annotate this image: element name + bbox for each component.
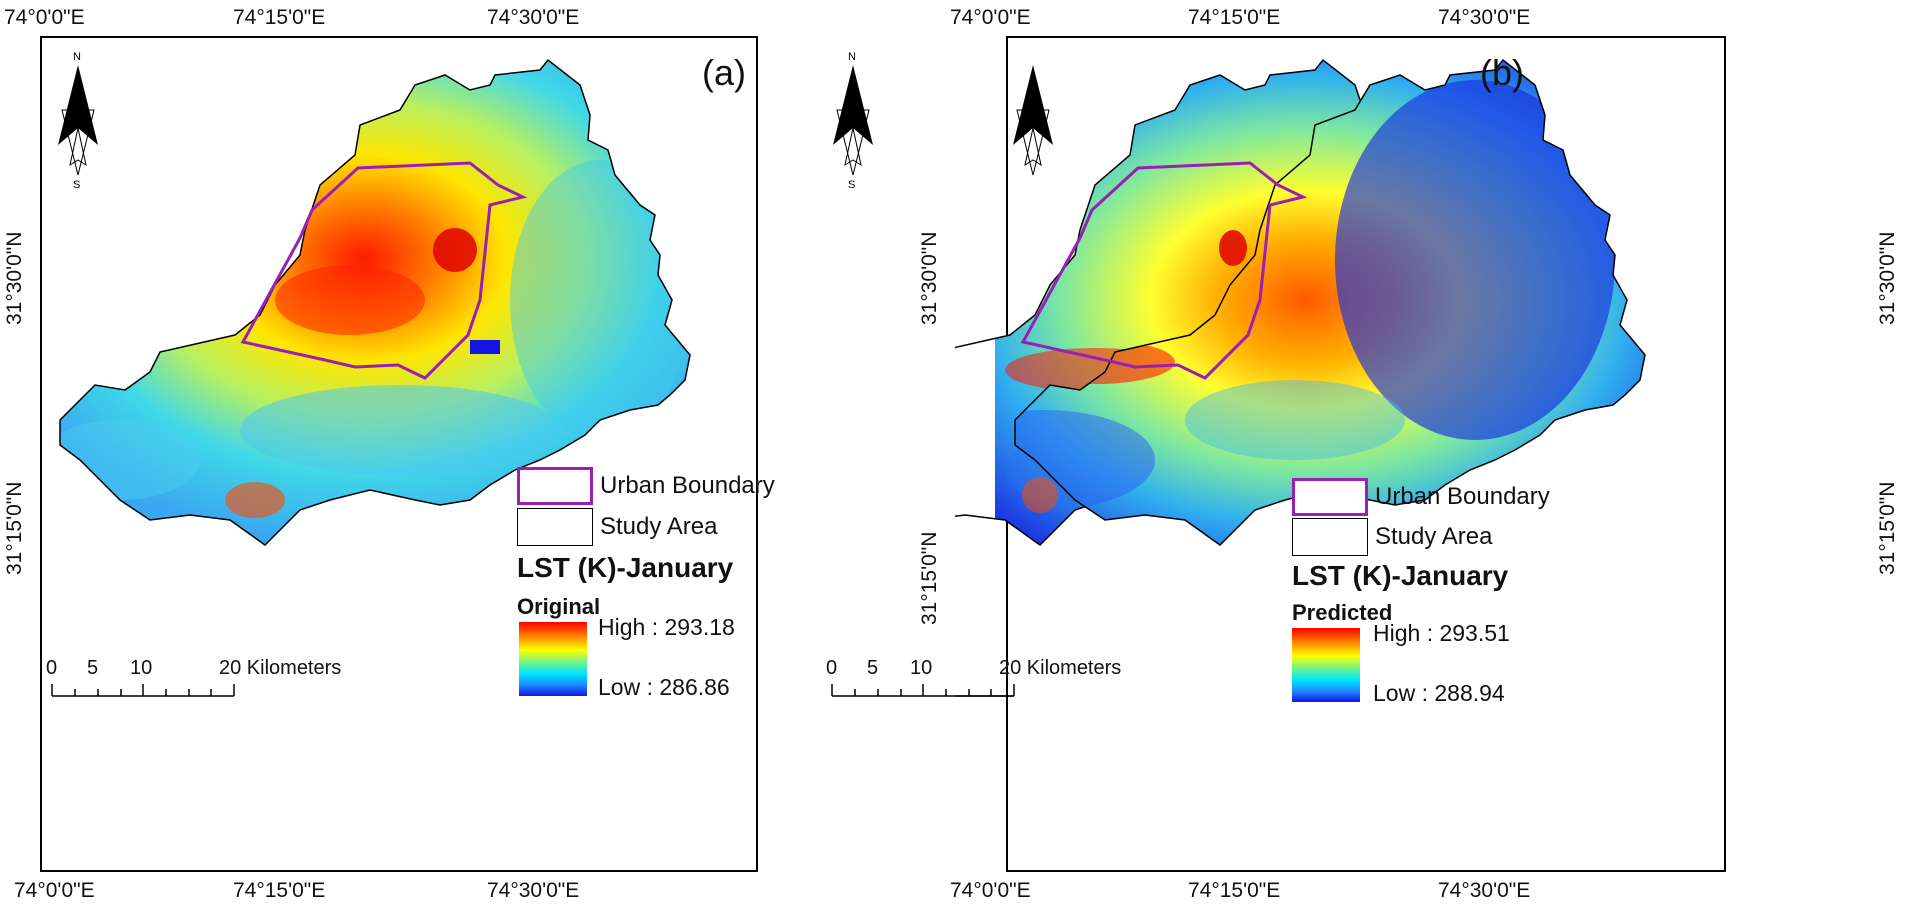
scale-label-5-a: 5 [87,657,99,679]
bottom-tick-lon-2: 74°30'0"E [487,879,580,902]
scale-label-20-b: 20 Kilometers [999,657,1122,679]
urban-boundary-label-b: Urban Boundary [1375,483,1550,510]
north-arrow-icon-a [58,65,98,176]
bottom-tick-lon-0: 74°0'0"E [14,879,95,902]
study-area-swatch-a [517,508,593,546]
lst-map-b-overlay [1014,59,1646,546]
scale-bar-a [51,684,235,697]
bottom-tick-lon-2-b: 74°30'0"E [1438,879,1531,902]
ramp-low-a: Low : 286.86 [598,674,730,700]
scale-label-10-b: 10 [910,657,933,679]
map-panel-b: 74°0'0"E 74°15'0"E 74°30'0"E 31°30'0"N 3… [918,0,1915,911]
south-label-b: S [848,179,855,191]
top-tick-lon-0-b: 74°0'0"E [950,6,1031,29]
north-label-b: N [848,51,856,63]
ramp-high-a: High : 293.18 [598,614,735,640]
top-tick-lon-2: 74°30'0"E [487,6,580,29]
north-arrow-b-global [833,65,873,176]
study-area-swatch-b [1292,518,1368,556]
top-tick-lon-1: 74°15'0"E [233,6,326,29]
urban-boundary-a [240,161,528,380]
scale-label-5-b: 5 [867,657,879,679]
lst-map-a: N S [51,51,691,697]
scale-label-20-a: 20 Kilometers [219,657,342,679]
south-label-a: S [73,179,80,191]
north-label-a: N [73,51,81,63]
scale-label-0-b: 0 [826,657,838,679]
ramp-title-a: Original [517,594,601,619]
top-tick-lon-0: 74°0'0"E [4,6,85,29]
panel-letter-a: (a) [702,52,746,93]
scale-label-0-a: 0 [46,657,58,679]
color-ramp-a [519,622,587,696]
urban-boundary-swatch-b [1292,478,1368,516]
urban-boundary-b [1020,161,1308,380]
panel-letter-b: (b) [1480,52,1524,93]
scale-label-10-a: 10 [130,657,153,679]
north-arrow-panel-b [1013,65,1053,176]
study-area-label-b: Study Area [1375,523,1493,550]
bottom-tick-lon-0-b: 74°0'0"E [950,879,1031,902]
ramp-low-b: Low : 288.94 [1373,680,1505,706]
bottom-tick-lon-1: 74°15'0"E [233,879,326,902]
scale-bar-b-global [831,684,1015,697]
lst-title-b: LST (K)-January [1292,560,1509,591]
top-tick-lon-1-b: 74°15'0"E [1188,6,1281,29]
study-area-label-a: Study Area [600,513,718,540]
ramp-high-b: High : 293.51 [1373,620,1510,646]
ramp-title-b: Predicted [1292,600,1393,625]
bottom-tick-lon-1-b: 74°15'0"E [1188,879,1281,902]
map-panel-a: 74°0'0"E 74°15'0"E 74°30'0"E 31°30'0"N 3… [0,0,950,911]
urban-boundary-label-a: Urban Boundary [600,472,775,499]
top-tick-lon-2-b: 74°30'0"E [1438,6,1531,29]
color-ramp-b [1292,628,1360,702]
urban-boundary-swatch-a [517,467,593,505]
lst-title-a: LST (K)-January [517,552,734,583]
